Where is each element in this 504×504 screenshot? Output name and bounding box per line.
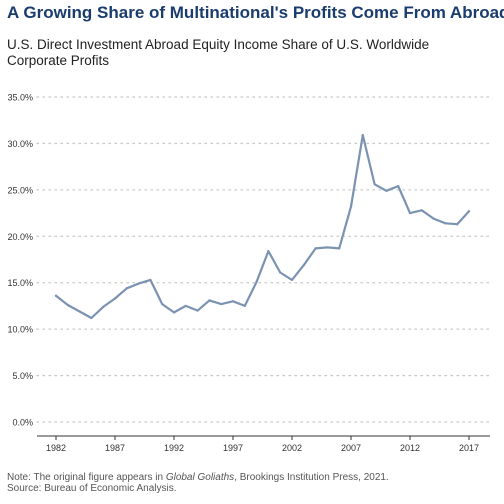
data-point	[326, 246, 329, 249]
note-suffix: , Brookings Institution Press, 2021.	[234, 472, 389, 483]
data-point	[78, 310, 81, 313]
x-tick-label: 2012	[400, 443, 420, 453]
x-tick-label: 1997	[223, 443, 243, 453]
data-point	[231, 300, 235, 303]
data-point	[432, 217, 435, 220]
data-point	[125, 287, 128, 290]
data-point	[456, 223, 459, 226]
y-tick-label: 20.0%	[7, 232, 33, 242]
data-point	[220, 302, 223, 306]
footnote-note: Note: The original figure appears in Glo…	[7, 472, 389, 483]
data-point	[314, 247, 317, 250]
data-point	[113, 297, 117, 300]
data-point	[149, 278, 152, 282]
x-tick-label: 2007	[341, 443, 361, 453]
y-tick-label: 25.0%	[7, 185, 33, 195]
x-tick-label: 2017	[459, 443, 479, 453]
data-point	[279, 271, 282, 274]
y-tick-label: 30.0%	[7, 139, 33, 149]
footnote: Note: The original figure appears in Glo…	[7, 472, 389, 494]
data-point	[90, 316, 93, 320]
data-point	[66, 303, 69, 307]
data-point	[302, 263, 305, 267]
data-point	[243, 304, 246, 308]
data-point	[338, 247, 341, 250]
data-point	[184, 304, 187, 308]
data-point	[137, 282, 140, 285]
note-prefix: Note: The original figure appears in	[7, 472, 166, 483]
data-point	[161, 302, 164, 306]
y-tick-label: 0.0%	[12, 418, 33, 428]
data-point	[172, 311, 176, 314]
chart-title: A Growing Share of Multinational's Profi…	[7, 3, 504, 22]
footnote-source: Source: Bureau of Economic Analysis.	[7, 483, 177, 494]
data-point	[208, 299, 211, 302]
x-tick-label: 1992	[164, 443, 184, 453]
y-tick-label: 5.0%	[12, 371, 33, 381]
data-point	[385, 189, 388, 192]
data-point	[54, 294, 58, 297]
data-point	[373, 183, 376, 186]
series-line	[54, 134, 471, 320]
x-tick-label: 2002	[282, 443, 302, 453]
data-point	[444, 222, 447, 225]
note-book-title: Global Goliaths	[165, 472, 235, 483]
y-tick-label: 35.0%	[7, 93, 33, 103]
data-point	[102, 305, 105, 308]
x-tick-label: 1987	[105, 443, 125, 453]
data-point	[397, 185, 400, 188]
x-tick-label: 1982	[46, 443, 66, 453]
data-point	[267, 250, 270, 253]
data-point	[361, 133, 364, 137]
data-point	[255, 280, 258, 283]
data-point	[290, 278, 294, 282]
y-tick-label: 10.0%	[7, 325, 33, 335]
chart-subtitle: U.S. Direct Investment Abroad Equity Inc…	[7, 37, 430, 68]
y-tick-label: 15.0%	[7, 278, 33, 288]
data-point	[467, 210, 471, 213]
data-point	[408, 211, 412, 215]
data-point	[420, 209, 423, 212]
data-point	[349, 205, 353, 208]
data-point	[196, 309, 199, 312]
